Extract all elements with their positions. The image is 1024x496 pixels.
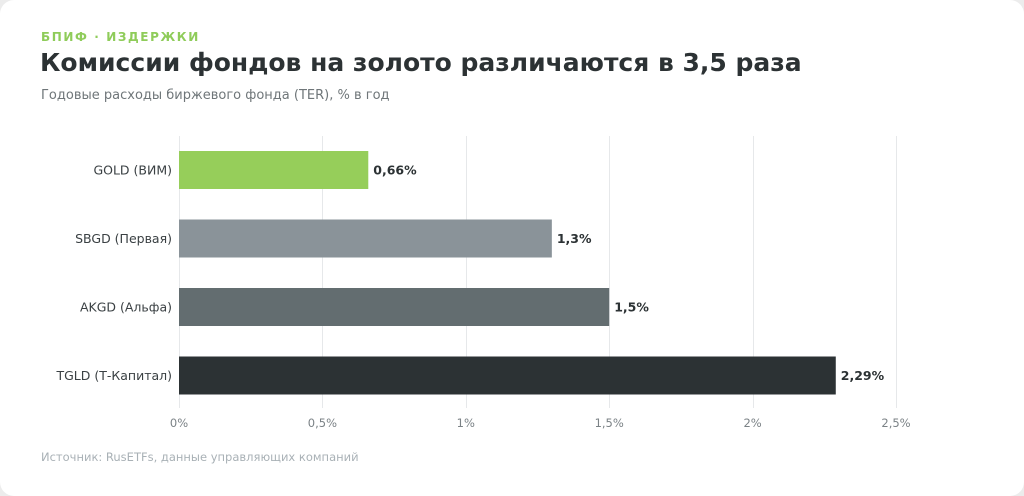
chart-subtitle: Годовые расходы биржевого фонда (TER), %… [41,88,390,103]
bar [179,151,369,189]
category-label: AKGD (Альфа) [80,300,172,315]
x-tick-label: 2% [743,416,761,430]
x-tick-label: 0,5% [308,416,337,430]
value-label: 0,66% [373,163,417,178]
chart-title: Комиссии фондов на золото различаются в … [40,48,802,77]
x-tick-label: 0% [170,416,188,430]
source-note: Источник: RusETFs, данные управляющих ко… [41,450,359,464]
eyebrow-label: БПИФ · ИЗДЕРЖКИ [41,30,200,44]
bar [179,288,610,326]
x-tick-label: 1% [457,416,475,430]
category-label: SBGD (Первая) [75,231,172,246]
bar [179,219,552,258]
value-label: 1,3% [557,231,592,246]
category-label: GOLD (ВИМ) [93,163,172,178]
x-tick-label: 1,5% [595,416,624,430]
category-label: TGLD (Т-Капитал) [55,368,172,383]
value-label: 1,5% [614,300,649,315]
x-tick-label: 2,5% [881,416,910,430]
bar [179,356,836,395]
value-label: 2,29% [841,368,885,383]
